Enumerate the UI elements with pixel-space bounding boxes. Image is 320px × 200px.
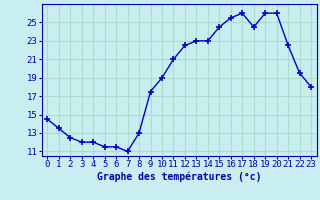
X-axis label: Graphe des températures (°c): Graphe des températures (°c) xyxy=(97,172,261,182)
